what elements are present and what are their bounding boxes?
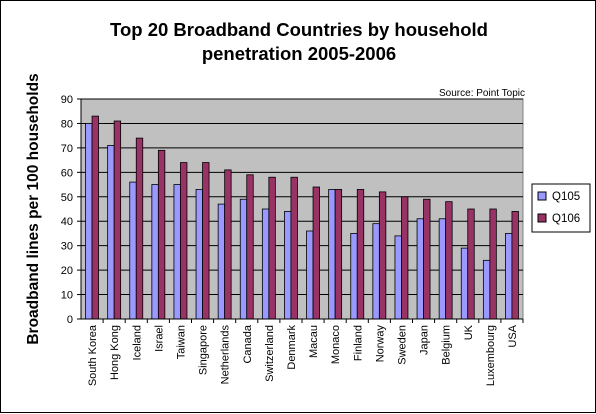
x-tick-label-netherlands: Netherlands	[220, 325, 232, 385]
x-axis-ticks: South Korea Hong Kong Iceland Israel Taiwan S…	[87, 319, 524, 386]
bar-q105-denmark	[284, 211, 292, 320]
legend-box	[531, 183, 591, 233]
x-tick-label-monaco: Monaco	[330, 325, 342, 364]
bar-q105-norway	[372, 223, 380, 320]
bar-q105-israel	[151, 184, 159, 320]
bar-q106-switzerland	[268, 176, 276, 320]
x-tick-label-singapore: Singapore	[198, 325, 210, 375]
bar-q105-iceland	[129, 181, 137, 320]
bar-q105-switzerland	[261, 208, 270, 320]
bar-q105-luxembourg	[482, 259, 491, 320]
y-tick-label-60: 60	[61, 167, 73, 179]
bar-q105-usa	[505, 233, 513, 320]
x-tick-label-finland: Finland	[352, 325, 364, 361]
bar-q105-belgium	[438, 218, 447, 320]
bar-q106-denmark	[290, 176, 298, 320]
bar-q106-japan	[423, 198, 431, 320]
x-tick-label-luxembourg: Luxembourg	[485, 325, 497, 386]
bar-q105-singapore	[195, 189, 203, 320]
y-tick-label-90: 90	[61, 94, 73, 106]
bar-q105-south-korea	[85, 123, 93, 320]
x-tick-label-japan: Japan	[419, 325, 431, 355]
x-tick-label-sweden: Sweden	[396, 325, 408, 365]
x-tick-label-south-korea: South Korea	[87, 324, 99, 386]
legend: Q105 Q106	[531, 183, 591, 233]
x-tick-label-canada: Canada	[242, 324, 254, 363]
bar-q106-israel	[157, 149, 166, 320]
legend-label-q105: Q105	[552, 191, 580, 203]
bar-q106-hong-kong	[113, 120, 122, 320]
x-tick-label-macau: Macau	[308, 325, 320, 358]
legend-swatch-q106	[537, 213, 547, 223]
bar-q106-taiwan	[180, 162, 188, 320]
bar-q105-uk	[460, 247, 469, 320]
x-tick-label-switzerland: Switzerland	[264, 325, 276, 382]
bar-q106-canada	[246, 174, 254, 320]
x-tick-label-uk: UK	[463, 324, 475, 340]
chart-source: Source: Point Topic	[439, 88, 525, 99]
x-tick-label-denmark: Denmark	[286, 325, 298, 370]
y-axis-label: Broadband lines per 100 households	[25, 73, 42, 344]
bar-q106-belgium	[445, 201, 453, 320]
bar-q106-norway	[378, 191, 387, 320]
bar-q106-monaco	[334, 189, 343, 320]
bar-q106-south-korea	[91, 115, 99, 320]
bars	[85, 115, 519, 320]
y-tick-label-50: 50	[61, 192, 73, 204]
bar-q105-hong-kong	[107, 145, 115, 320]
y-tick-label-0: 0	[67, 314, 73, 326]
bar-q106-usa	[511, 211, 519, 320]
x-tick-label-hong-kong: Hong Kong	[109, 325, 121, 380]
bar-q106-netherlands	[224, 169, 232, 320]
y-tick-label-70: 70	[61, 143, 73, 155]
x-tick-label-belgium: Belgium	[441, 325, 453, 365]
bar-q106-macau	[312, 186, 320, 320]
y-axis-ticks: 0 10 20 30 40 50 60 70 80 90	[61, 94, 81, 326]
chart-title-line-2: penetration 2005-2006	[202, 43, 396, 64]
x-tick-label-iceland: Iceland	[131, 325, 143, 360]
bar-q105-monaco	[328, 189, 336, 320]
legend-label-q106: Q106	[552, 213, 580, 225]
x-tick-label-israel: Israel	[153, 325, 165, 352]
legend-swatch-q105	[537, 191, 547, 201]
chart-title-line-1: Top 20 Broadband Countries by household	[110, 19, 488, 40]
bar-q106-singapore	[202, 162, 210, 320]
y-tick-label-20: 20	[61, 265, 73, 277]
bar-q105-macau	[306, 230, 314, 320]
bar-q105-japan	[416, 218, 424, 320]
plot-area	[80, 98, 524, 320]
y-tick-label-10: 10	[61, 290, 73, 302]
bar-q106-sweden	[401, 196, 409, 320]
bar-q106-uk	[467, 208, 475, 320]
y-tick-label-40: 40	[61, 216, 73, 228]
y-tick-label-80: 80	[61, 118, 73, 130]
bar-q106-finland	[356, 189, 365, 320]
x-tick-label-norway: Norway	[374, 325, 386, 363]
x-tick-label-usa: USA	[507, 324, 519, 347]
bar-q105-sweden	[394, 235, 402, 320]
bar-q106-iceland	[135, 137, 144, 320]
x-tick-label-taiwan: Taiwan	[175, 325, 187, 359]
bar-q105-taiwan	[173, 184, 181, 320]
bar-q105-finland	[350, 233, 358, 320]
y-tick-label-30: 30	[61, 241, 73, 253]
bar-q105-canada	[239, 198, 248, 320]
bar-q106-luxembourg	[489, 208, 497, 320]
bar-q105-netherlands	[217, 203, 226, 320]
